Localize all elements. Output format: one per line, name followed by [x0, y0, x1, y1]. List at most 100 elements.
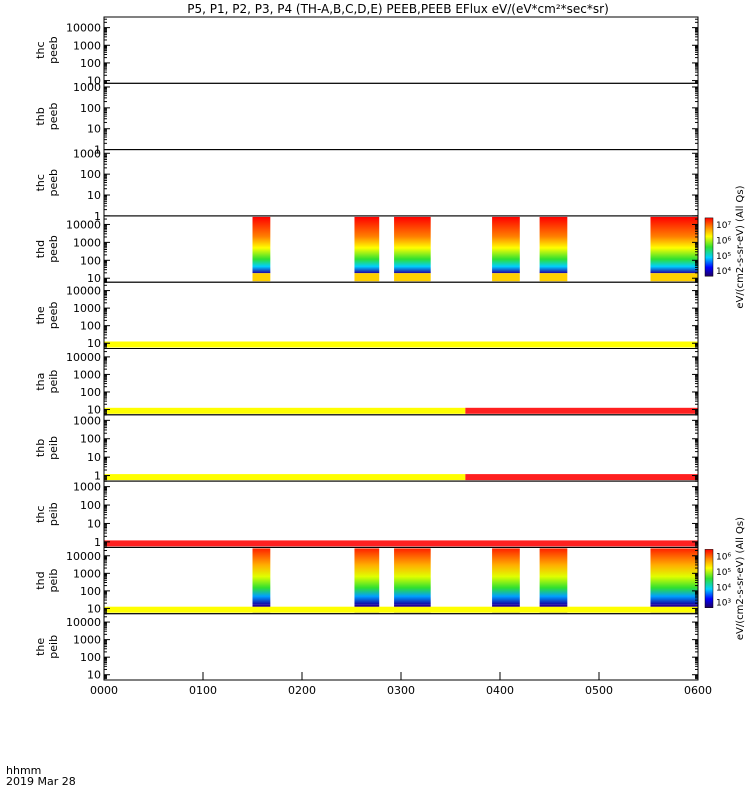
y-tick-label: 1000 — [73, 634, 101, 647]
panel-thd-peib: 10 100 1000 10000 thd peib — [34, 546, 699, 615]
y-tick-label: 100 — [80, 433, 101, 446]
y-tick-label: 10 — [87, 189, 101, 202]
spectrogram-block-low — [650, 273, 698, 282]
panel-label-product: peib — [47, 635, 60, 659]
panel-label-product: peeb — [47, 36, 60, 64]
y-tick-label: 100 — [80, 102, 101, 115]
panel-label-probe: thc — [34, 174, 47, 191]
panel-thc-peib: 1 10 100 1000 thc peib — [34, 480, 699, 549]
panel-label-product: peeb — [47, 103, 60, 131]
panel-frame — [103, 414, 699, 482]
y-tick-label: 1000 — [73, 147, 101, 160]
y-tick-label: 1000 — [73, 481, 101, 494]
y-tick-label: 10 — [87, 75, 101, 88]
panel-label: thc peeb — [34, 36, 60, 64]
panel-frame — [103, 348, 699, 416]
y-tick-label: 10 — [87, 404, 101, 417]
colorbar-peeb: 10⁴ 10⁵ 10⁶ 10⁷ eV/(cm2-s-sr-eV) (All Qs) — [704, 185, 746, 309]
panel-label-probe: the — [34, 306, 47, 324]
y-tick-label: 100 — [80, 499, 101, 512]
colorbar-tick-label: 10⁷ — [716, 221, 731, 231]
panel-tha-peib: 10 100 1000 10000 tha peib — [34, 348, 699, 417]
panel-label-product: peib — [47, 436, 60, 460]
panel-label-product: peib — [47, 502, 60, 526]
spectrogram-block — [650, 216, 698, 274]
panel-label-probe: thc — [34, 506, 47, 523]
colorbar-tick-label: 10⁴ — [716, 267, 731, 277]
y-tick-label: 10 — [87, 123, 101, 136]
colorbar-scale — [704, 549, 714, 608]
panel-label: thb peeb — [34, 103, 60, 131]
panel-label: tha peib — [34, 370, 60, 394]
y-tick-label: 10 — [87, 451, 101, 464]
status-bar-yellow — [104, 474, 466, 481]
panel-label-probe: the — [34, 638, 47, 656]
panel-frame — [103, 82, 699, 151]
spectrogram-block — [539, 216, 568, 274]
colorbar-tick-label: 10⁵ — [716, 252, 731, 262]
y-tick-label: 1000 — [73, 39, 101, 52]
spectrogram-block — [492, 548, 520, 605]
colorbar-label: eV/(cm2-s-sr-eV) (All Qs) — [735, 517, 746, 640]
spectrogram-block — [252, 548, 271, 605]
spectrogram-block — [539, 548, 568, 605]
y-tick-label: 10000 — [66, 351, 101, 364]
x-axis: 0000 0100 0200 0300 0400 0500 0600 — [90, 672, 712, 697]
x-corner-label: hhmm — [6, 764, 41, 777]
x-tick-label: 0100 — [189, 684, 217, 697]
y-tick-label: 10000 — [66, 218, 101, 231]
panel-label: the peib — [34, 635, 60, 659]
panel-label: thd peib — [34, 569, 60, 593]
panel-label-probe: thd — [34, 571, 47, 589]
status-bar-red — [465, 474, 698, 481]
y-tick-label: 10 — [87, 517, 101, 530]
x-tick-label: 0200 — [288, 684, 316, 697]
y-tick-label: 100 — [80, 386, 101, 399]
spectrogram-block — [394, 548, 431, 605]
panel-label: the peeb — [34, 302, 60, 330]
y-tick-label: 10 — [87, 602, 101, 615]
panel-thc-peeb: 1 10 100 1000 thc peeb — [34, 147, 699, 223]
colorbar-peib: 10³ 10⁴ 10⁵ 10⁶ eV/(cm2-s-sr-eV) (All Qs) — [704, 517, 746, 640]
spectrogram-block-low — [492, 273, 520, 282]
spectrogram-block-low — [539, 273, 568, 282]
spectrogram-block-low — [252, 273, 271, 282]
panel-label-product: peeb — [47, 169, 60, 197]
colorbar-tick-label: 10³ — [716, 599, 731, 609]
y-tick-label: 10000 — [66, 22, 101, 35]
panel-label-probe: thb — [34, 439, 47, 457]
colorbar-tick-label: 10⁶ — [716, 552, 731, 562]
y-tick-label: 10000 — [66, 285, 101, 298]
spectrogram-block-low — [394, 273, 431, 282]
panel-label: thb peib — [34, 436, 60, 460]
panel-label: thd peeb — [34, 235, 60, 263]
panel-label-probe: thb — [34, 107, 47, 125]
x-tick-label: 0400 — [486, 684, 514, 697]
panel-label-product: peib — [47, 370, 60, 394]
panel-frame — [103, 149, 699, 217]
y-tick-label: 10 — [87, 272, 101, 285]
y-tick-label: 1000 — [73, 368, 101, 381]
x-date-label: 2019 Mar 28 — [6, 775, 76, 788]
colorbar-tick-label: 10⁴ — [716, 583, 731, 593]
status-bar-yellow — [104, 606, 698, 613]
x-tick-label: 0600 — [684, 684, 712, 697]
panel-label-product: peeb — [47, 235, 60, 263]
chart-title: P5, P1, P2, P3, P4 (TH-A,B,C,D,E) PEEB,P… — [187, 2, 609, 16]
panel-thb-peib: 1 10 100 1000 thb peib — [34, 414, 699, 483]
spectrogram-block-low — [354, 273, 380, 282]
spectrogram-block — [354, 548, 380, 605]
spectrogram-block — [394, 216, 431, 274]
panel-label-probe: thd — [34, 240, 47, 258]
y-tick-label: 1000 — [73, 414, 101, 427]
panel-label-product: peeb — [47, 302, 60, 330]
spectrogram-block — [492, 216, 520, 274]
y-tick-label: 10 — [87, 337, 101, 350]
y-tick-label: 100 — [80, 320, 101, 333]
panel-the-peeb: 10 100 1000 10000 the peeb — [34, 281, 699, 350]
panel-thc-peeb: 10 100 1000 10000 thc peeb — [34, 16, 699, 88]
y-tick-label: 10000 — [66, 616, 101, 629]
panel-label: thc peeb — [34, 169, 60, 197]
